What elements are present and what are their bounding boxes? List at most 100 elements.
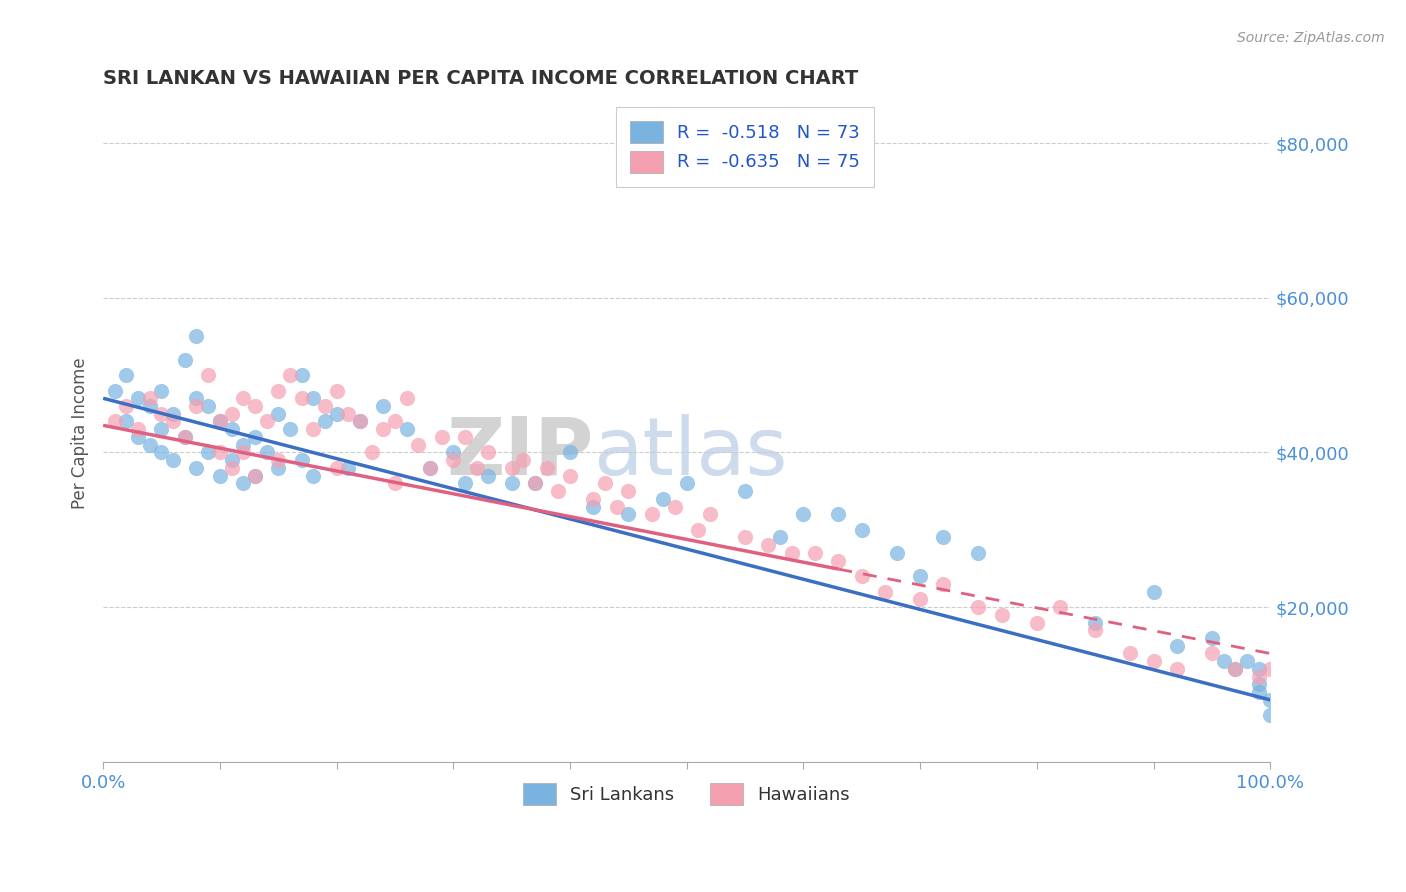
Point <box>932 531 955 545</box>
Text: atlas: atlas <box>593 414 787 491</box>
Point <box>547 484 569 499</box>
Point <box>640 508 662 522</box>
Point <box>419 461 441 475</box>
Point <box>104 384 127 398</box>
Point <box>150 445 173 459</box>
Point <box>582 500 605 514</box>
Point <box>162 453 184 467</box>
Point <box>278 368 301 382</box>
Point <box>1258 693 1281 707</box>
Point <box>267 461 290 475</box>
Point <box>1049 600 1071 615</box>
Point <box>243 468 266 483</box>
Point <box>991 607 1014 622</box>
Point <box>908 569 931 583</box>
Point <box>441 453 464 467</box>
Point <box>582 491 605 506</box>
Point <box>208 414 231 428</box>
Point <box>232 476 254 491</box>
Point <box>454 430 477 444</box>
Point <box>337 461 360 475</box>
Point <box>558 445 581 459</box>
Point <box>208 445 231 459</box>
Point <box>1166 639 1188 653</box>
Point <box>501 461 523 475</box>
Point <box>115 368 138 382</box>
Point <box>278 422 301 436</box>
Point <box>1201 631 1223 645</box>
Point <box>221 453 243 467</box>
Point <box>1247 677 1270 691</box>
Point <box>186 391 208 405</box>
Point <box>886 546 908 560</box>
Point <box>1258 662 1281 676</box>
Point <box>967 546 990 560</box>
Point <box>465 461 488 475</box>
Point <box>908 592 931 607</box>
Point <box>734 531 756 545</box>
Point <box>314 414 336 428</box>
Point <box>139 399 162 413</box>
Point <box>337 407 360 421</box>
Point <box>325 384 347 398</box>
Point <box>1084 615 1107 630</box>
Point <box>221 407 243 421</box>
Point <box>162 407 184 421</box>
Point <box>536 461 558 475</box>
Point <box>127 430 149 444</box>
Point <box>243 468 266 483</box>
Point <box>430 430 453 444</box>
Point <box>267 453 290 467</box>
Point <box>221 461 243 475</box>
Point <box>699 508 721 522</box>
Point <box>1025 615 1047 630</box>
Point <box>139 391 162 405</box>
Point <box>827 554 849 568</box>
Point <box>593 476 616 491</box>
Point <box>1225 662 1247 676</box>
Point <box>873 584 896 599</box>
Point <box>1119 647 1142 661</box>
Point <box>792 508 814 522</box>
Point <box>150 384 173 398</box>
Point <box>139 438 162 452</box>
Point <box>243 399 266 413</box>
Point <box>186 461 208 475</box>
Point <box>851 523 873 537</box>
Point <box>290 391 312 405</box>
Point <box>395 422 418 436</box>
Point <box>232 445 254 459</box>
Point <box>441 445 464 459</box>
Point <box>208 468 231 483</box>
Point <box>1084 624 1107 638</box>
Point <box>267 384 290 398</box>
Point <box>267 407 290 421</box>
Point <box>208 414 231 428</box>
Point <box>115 414 138 428</box>
Point <box>688 523 710 537</box>
Point <box>501 476 523 491</box>
Point <box>302 468 325 483</box>
Point <box>477 468 499 483</box>
Point <box>243 430 266 444</box>
Point <box>523 476 546 491</box>
Point <box>1225 662 1247 676</box>
Point <box>302 391 325 405</box>
Point <box>150 407 173 421</box>
Point <box>756 538 779 552</box>
Point <box>395 391 418 405</box>
Point <box>967 600 990 615</box>
Point <box>851 569 873 583</box>
Point <box>290 368 312 382</box>
Point <box>360 445 382 459</box>
Point <box>150 422 173 436</box>
Point <box>349 414 371 428</box>
Point <box>349 414 371 428</box>
Point <box>232 438 254 452</box>
Point <box>173 352 195 367</box>
Point <box>314 399 336 413</box>
Point <box>1258 708 1281 723</box>
Point <box>173 430 195 444</box>
Point <box>104 414 127 428</box>
Y-axis label: Per Capita Income: Per Capita Income <box>72 358 89 508</box>
